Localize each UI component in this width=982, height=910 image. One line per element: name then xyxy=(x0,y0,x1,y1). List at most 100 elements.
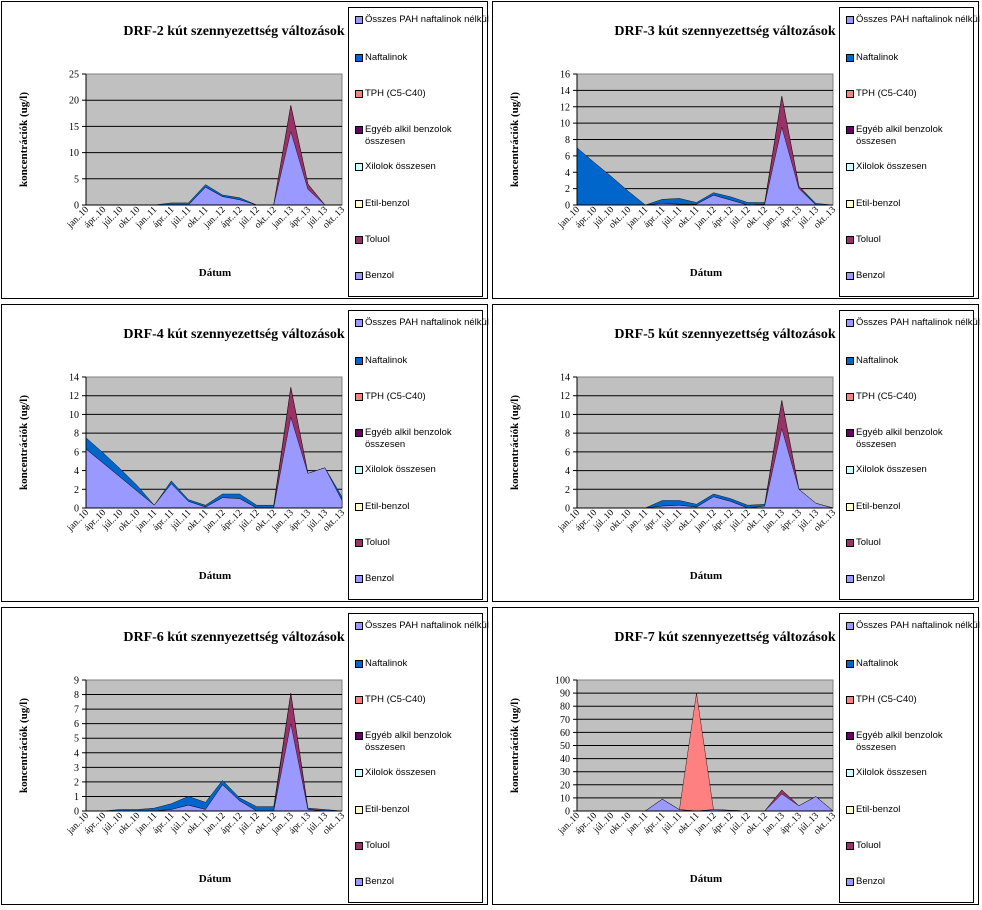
chart-panel: DRF-7 kút szennyezettség változások 0 10 20… xyxy=(492,607,980,905)
y-axis-title: koncentrációk (ug/l) xyxy=(509,395,521,490)
y-tick-label: 100 xyxy=(555,676,570,687)
legend-label: Xilolok összesen xyxy=(856,464,927,475)
legend-swatch xyxy=(846,319,854,327)
y-tick-label: 10 xyxy=(560,119,570,130)
legend: Összes PAH naftalinok nélkül Naftalinok TP… xyxy=(839,613,980,903)
legend-swatch xyxy=(355,503,363,511)
legend-label: TPH (C5-C40) xyxy=(365,88,426,99)
y-axis-title: koncentrációk (ug/l) xyxy=(509,92,521,187)
x-axis-title: Dátum xyxy=(690,267,722,279)
legend-label: Xilolok összesen xyxy=(365,767,436,778)
legend-swatch xyxy=(355,126,363,134)
y-tick-label: 4 xyxy=(565,466,570,477)
legend-label: Összes PAH naftalinok nélkül xyxy=(856,317,980,328)
chart-svg: DRF-3 kút szennyezettség változások 0 2 4 6 8… xyxy=(509,24,838,279)
legend-swatch xyxy=(846,429,854,437)
legend-swatch xyxy=(846,539,854,547)
legend-swatch xyxy=(846,90,854,98)
legend-swatch xyxy=(846,393,854,401)
y-tick-label: 90 xyxy=(560,689,570,700)
y-tick-label: 2 xyxy=(74,777,79,788)
legend-label: Egyéb alkil benzolok összesen xyxy=(365,730,452,753)
y-tick-label: 15 xyxy=(69,122,79,133)
legend: Összes PAH naftalinok nélkül Naftalinok TP… xyxy=(839,7,980,297)
y-tick-label: 80 xyxy=(560,702,570,713)
y-tick-label: 8 xyxy=(74,690,79,701)
y-tick-label: 4 xyxy=(74,466,79,477)
legend-label: Benzol xyxy=(856,270,886,281)
legend-swatch xyxy=(355,660,363,668)
legend-label: Összes PAH naftalinok nélkül xyxy=(365,620,489,631)
y-tick-label: 4 xyxy=(74,748,79,759)
legend: Összes PAH naftalinok nélkül Naftalinok TP… xyxy=(839,310,980,600)
y-tick-label: 20 xyxy=(69,96,79,107)
chart-svg: DRF-7 kút szennyezettség változások 0 10 20… xyxy=(509,630,838,885)
legend-swatch xyxy=(846,732,854,740)
y-tick-label: 5 xyxy=(74,734,79,745)
y-tick-label: 20 xyxy=(560,780,570,791)
x-axis-title: Dátum xyxy=(199,873,231,885)
legend-label: Toluol xyxy=(365,840,390,851)
legend-label: Egyéb alkil benzolok összesen xyxy=(365,124,452,147)
y-tick-label: 0 xyxy=(565,504,570,515)
legend-label: Xilolok összesen xyxy=(365,464,436,475)
legend-label: Egyéb alkil benzolok összesen xyxy=(365,427,452,450)
chart-title: DRF-3 kút szennyezettség változások xyxy=(614,24,835,39)
legend-swatch xyxy=(846,54,854,62)
chart-title: DRF-6 kút szennyezettség változások xyxy=(123,630,344,645)
legend: Összes PAH naftalinok nélkül Naftalinok TP… xyxy=(348,7,489,297)
legend-label: Egyéb alkil benzolok összesen xyxy=(856,730,943,753)
legend-swatch xyxy=(355,272,363,280)
legend-label: Etil-benzol xyxy=(856,804,901,815)
legend-swatch xyxy=(355,393,363,401)
y-tick-label: 25 xyxy=(69,70,79,81)
legend-label: Benzol xyxy=(365,270,395,281)
legend-swatch xyxy=(846,163,854,171)
legend-label: Toluol xyxy=(856,537,881,548)
y-tick-label: 0 xyxy=(565,807,570,818)
x-axis-title: Dátum xyxy=(199,570,231,582)
y-tick-label: 50 xyxy=(560,741,570,752)
area-series-benzol xyxy=(85,417,343,509)
chart-svg: DRF-6 kút szennyezettség változások 0 1 2 3 4… xyxy=(18,630,347,885)
legend-swatch xyxy=(355,878,363,886)
legend-swatch xyxy=(355,466,363,474)
legend-swatch xyxy=(355,806,363,814)
y-tick-label: 0 xyxy=(74,807,79,818)
y-tick-label: 6 xyxy=(565,447,570,458)
legend-swatch xyxy=(355,732,363,740)
legend-label: Etil-benzol xyxy=(365,804,410,815)
legend-label: Benzol xyxy=(856,573,886,584)
legend-label: Etil-benzol xyxy=(365,501,410,512)
y-tick-label: 1 xyxy=(74,792,79,803)
y-tick-label: 8 xyxy=(565,135,570,146)
legend-swatch xyxy=(355,163,363,171)
y-tick-label: 2 xyxy=(74,485,79,496)
legend: Összes PAH naftalinok nélkül Naftalinok TP… xyxy=(348,310,489,600)
legend-label: Etil-benzol xyxy=(856,501,901,512)
legend-label: Etil-benzol xyxy=(365,198,410,209)
legend-swatch xyxy=(846,842,854,850)
legend-swatch xyxy=(846,575,854,583)
y-tick-label: 60 xyxy=(560,728,570,739)
legend-label: Naftalinok xyxy=(365,355,408,366)
y-tick-label: 70 xyxy=(560,715,570,726)
legend-label: Összes PAH naftalinok nélkül xyxy=(365,14,489,25)
y-tick-label: 14 xyxy=(560,86,570,97)
y-tick-label: 6 xyxy=(74,447,79,458)
legend-swatch xyxy=(846,660,854,668)
legend-label: Benzol xyxy=(365,573,395,584)
legend-swatch xyxy=(846,878,854,886)
legend-swatch xyxy=(846,622,854,630)
x-axis-title: Dátum xyxy=(199,267,231,279)
y-tick-label: 14 xyxy=(560,373,570,384)
y-tick-label: 3 xyxy=(74,763,79,774)
legend-label: Összes PAH naftalinok nélkül xyxy=(856,620,980,631)
x-axis-title: Dátum xyxy=(690,873,722,885)
legend-label: Összes PAH naftalinok nélkül xyxy=(856,14,980,25)
y-tick-label: 10 xyxy=(560,410,570,421)
y-tick-label: 12 xyxy=(560,102,570,113)
y-tick-label: 0 xyxy=(74,201,79,212)
y-tick-label: 2 xyxy=(565,485,570,496)
legend-swatch xyxy=(846,16,854,24)
